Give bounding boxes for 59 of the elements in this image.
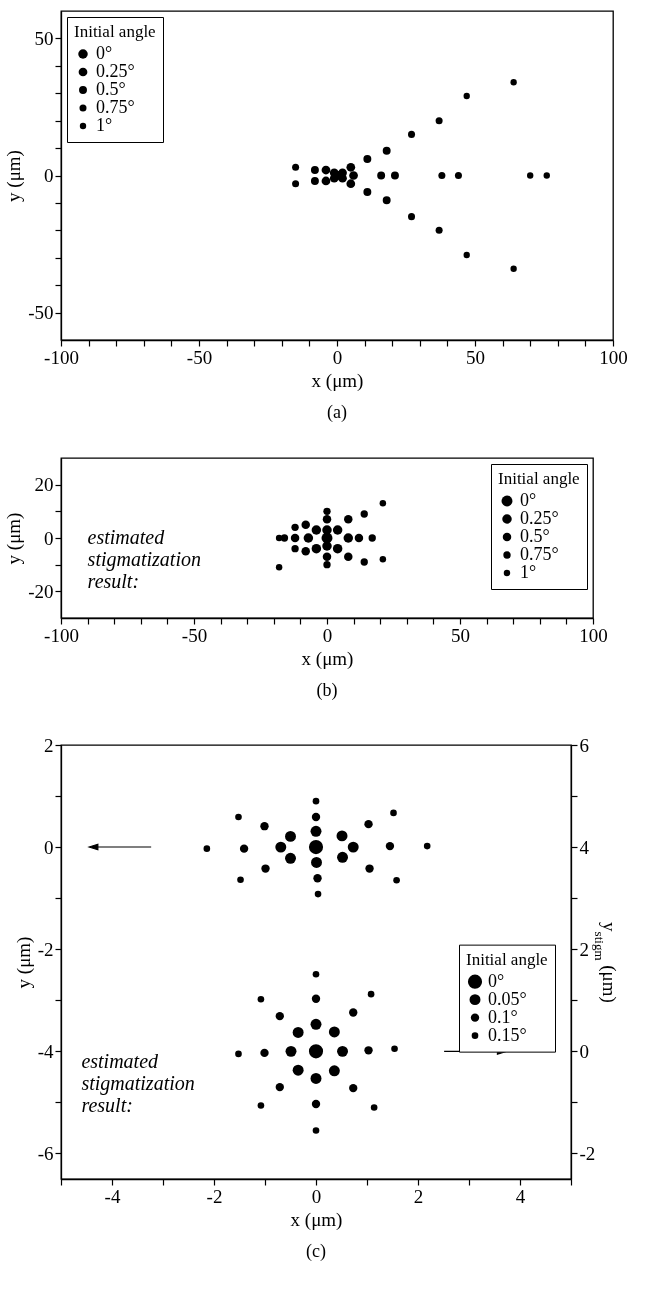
x-tick-label: 0	[332, 346, 343, 368]
legend-label: 0°	[488, 970, 505, 991]
y-tick-label: 50	[34, 27, 54, 49]
y-axis-title: y (μm)	[12, 936, 35, 989]
legend-label: 0.05°	[488, 988, 527, 1009]
x-tick-label: 4	[515, 1185, 526, 1207]
text: (a)	[327, 402, 347, 423]
legend-title: Initial angle	[498, 469, 580, 488]
y-axis-title: y (μm)	[3, 150, 26, 202]
x-axis-title: x (μm)	[290, 1208, 343, 1231]
x-tick-label: -50	[186, 346, 213, 368]
y-tick-label: 20	[34, 474, 54, 496]
legend-label: 0.25°	[520, 508, 559, 528]
legend-label: 0.25°	[96, 61, 135, 81]
annotation: estimated stigmatization result:	[87, 526, 201, 592]
text: (b)	[316, 680, 338, 701]
y2-tick-label: 6	[579, 734, 589, 756]
legend-title: Initial angle	[466, 949, 548, 969]
x-axis-title: x (μm)	[311, 369, 364, 392]
legend-label: 0.1°	[488, 1006, 518, 1027]
legend-label: 0.5°	[96, 79, 126, 99]
x-tick-label: 0	[322, 624, 333, 646]
x-tick-label: -100	[44, 346, 79, 368]
legend-label: 0.75°	[520, 544, 559, 564]
x-tick-label: -4	[104, 1185, 121, 1207]
x-tick-label: -2	[206, 1185, 223, 1207]
legend-label: 0.75°	[96, 97, 135, 117]
y-tick-label: -6	[37, 1142, 54, 1164]
y2-tick-label: 0	[579, 1040, 589, 1062]
x-tick-label: -50	[181, 624, 208, 646]
x-axis-title: x (μm)	[301, 647, 354, 670]
legend-label: 0.5°	[520, 526, 550, 546]
y2-tick-label: 2	[579, 938, 589, 960]
legend-label: 1°	[96, 115, 113, 135]
legend-title: Initial angle	[74, 22, 156, 41]
x-tick-label: 50	[466, 346, 485, 368]
x-tick-label: 100	[599, 346, 628, 368]
y-axis-title: y (μm)	[3, 512, 26, 565]
y2-tick-label: -2	[579, 1142, 596, 1164]
text: (c)	[306, 1241, 326, 1262]
x-tick-label: 2	[413, 1185, 424, 1207]
legend-label: 0.15°	[488, 1024, 527, 1045]
x-tick-label: 100	[579, 624, 608, 646]
y-tick-label: -2	[37, 938, 54, 960]
y-tick-label: 0	[44, 836, 54, 858]
y-tick-label: -50	[28, 302, 54, 324]
annotation: estimated stigmatization result:	[81, 1049, 195, 1116]
y-tick-label: 0	[44, 527, 54, 549]
x-tick-label: 0	[311, 1185, 322, 1207]
y-tick-label: 2	[44, 734, 54, 756]
x-tick-label: 50	[451, 624, 470, 646]
y-tick-label: -4	[37, 1040, 54, 1062]
legend-label: 0°	[520, 490, 537, 510]
y-tick-label: -20	[28, 580, 54, 602]
x-tick-label: -100	[44, 624, 79, 646]
y-tick-label: 0	[44, 165, 54, 186]
legend-label: 0°	[96, 43, 113, 63]
y2-tick-label: 4	[579, 836, 590, 858]
legend-label: 1°	[520, 562, 537, 582]
